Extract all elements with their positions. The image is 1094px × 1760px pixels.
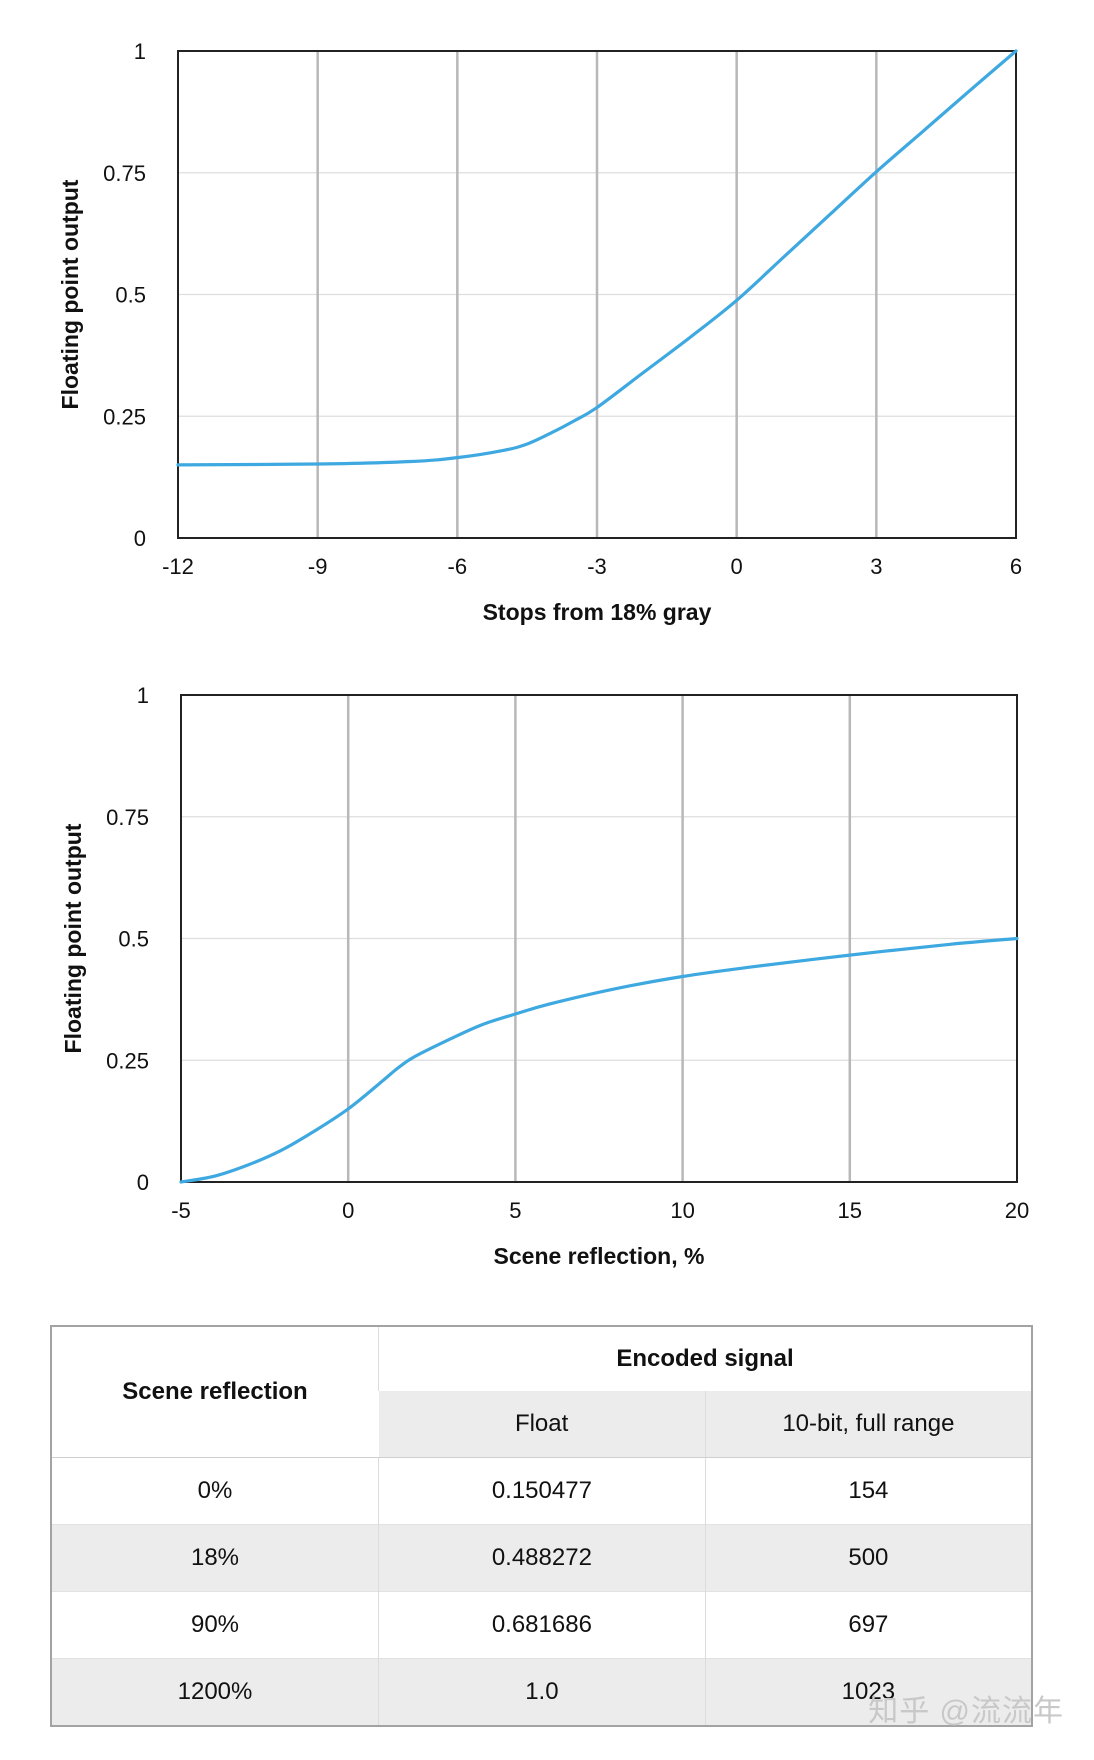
cell-reflection: 90% bbox=[51, 1591, 379, 1659]
cell-reflection: 18% bbox=[51, 1524, 379, 1592]
cell-float: 0.488272 bbox=[378, 1524, 706, 1592]
x-tick-label: 10 bbox=[670, 1198, 694, 1223]
cell-10bit: 500 bbox=[704, 1524, 1032, 1592]
table-row: 18% 0.488272 500 bbox=[51, 1524, 1032, 1592]
x-axis-label: Stops from 18% gray bbox=[483, 599, 712, 625]
table-row: 1200% 1.0 1023 bbox=[51, 1658, 1032, 1726]
y-tick-label: 0.75 bbox=[106, 805, 149, 830]
table-row: 0% 0.150477 154 bbox=[51, 1457, 1032, 1525]
cell-10bit: 1023 bbox=[704, 1658, 1032, 1726]
x-axis-label: Scene reflection, % bbox=[494, 1243, 705, 1269]
x-tick-label: -5 bbox=[171, 1198, 191, 1223]
cell-reflection: 1200% bbox=[51, 1658, 379, 1726]
x-tick-label: 20 bbox=[1005, 1198, 1029, 1223]
y-tick-label: 1 bbox=[137, 683, 149, 708]
x-tick-label: -6 bbox=[448, 554, 468, 579]
watermark: 知乎 @流流年 bbox=[868, 1695, 1064, 1728]
y-tick-label: 0.5 bbox=[115, 283, 146, 308]
x-tick-label: -3 bbox=[587, 554, 607, 579]
series-line-0 bbox=[179, 936, 1019, 1184]
y-tick-label: 0.75 bbox=[103, 161, 146, 186]
chart-scene-reflection: 0 0.25 0.5 0.75 1 -5 0 5 10 15 20 Scene reflection,… bbox=[60, 683, 1029, 1269]
cell-reflection: 0% bbox=[51, 1457, 379, 1525]
x-tick-label: 5 bbox=[509, 1198, 521, 1223]
x-tick-label: -12 bbox=[162, 554, 194, 579]
cell-10bit: 697 bbox=[704, 1591, 1032, 1659]
cell-float: 0.150477 bbox=[378, 1457, 706, 1525]
y-axis-label: Floating point output bbox=[60, 823, 86, 1053]
x-tick-label: 3 bbox=[870, 554, 882, 579]
y-tick-label: 0.5 bbox=[118, 927, 149, 952]
y-axis-label: Floating point output bbox=[57, 179, 83, 409]
col-header-scene-reflection: Scene reflection bbox=[51, 1326, 379, 1458]
encoded-signal-table: Scene reflection Encoded signal Float 10… bbox=[50, 1325, 1033, 1727]
x-tick-label: 15 bbox=[838, 1198, 862, 1223]
sub-header-float: Float bbox=[378, 1391, 706, 1458]
x-tick-label: 0 bbox=[342, 1198, 354, 1223]
chart-stops: 0 0.25 0.5 0.75 1 -12 -9 -6 -3 0 3 6 Stops from 18% … bbox=[57, 39, 1022, 625]
y-tick-label: 0.25 bbox=[103, 404, 146, 429]
series-line-0 bbox=[176, 49, 1018, 467]
y-tick-label: 0 bbox=[137, 1170, 149, 1195]
y-tick-label: 1 bbox=[134, 39, 146, 64]
x-tick-label: 6 bbox=[1010, 554, 1022, 579]
col-header-encoded-signal: Encoded signal bbox=[378, 1326, 1032, 1391]
y-tick-label: 0.25 bbox=[106, 1048, 149, 1073]
cell-float: 0.681686 bbox=[378, 1591, 706, 1659]
x-tick-label: -9 bbox=[308, 554, 328, 579]
plot-frame bbox=[177, 50, 1017, 539]
table-row: 90% 0.681686 697 bbox=[51, 1591, 1032, 1659]
x-tick-label: 0 bbox=[731, 554, 743, 579]
sub-header-10bit: 10-bit, full range bbox=[704, 1391, 1032, 1458]
cell-float: 1.0 bbox=[378, 1658, 706, 1726]
cell-10bit: 154 bbox=[704, 1457, 1032, 1525]
y-tick-label: 0 bbox=[134, 526, 146, 551]
